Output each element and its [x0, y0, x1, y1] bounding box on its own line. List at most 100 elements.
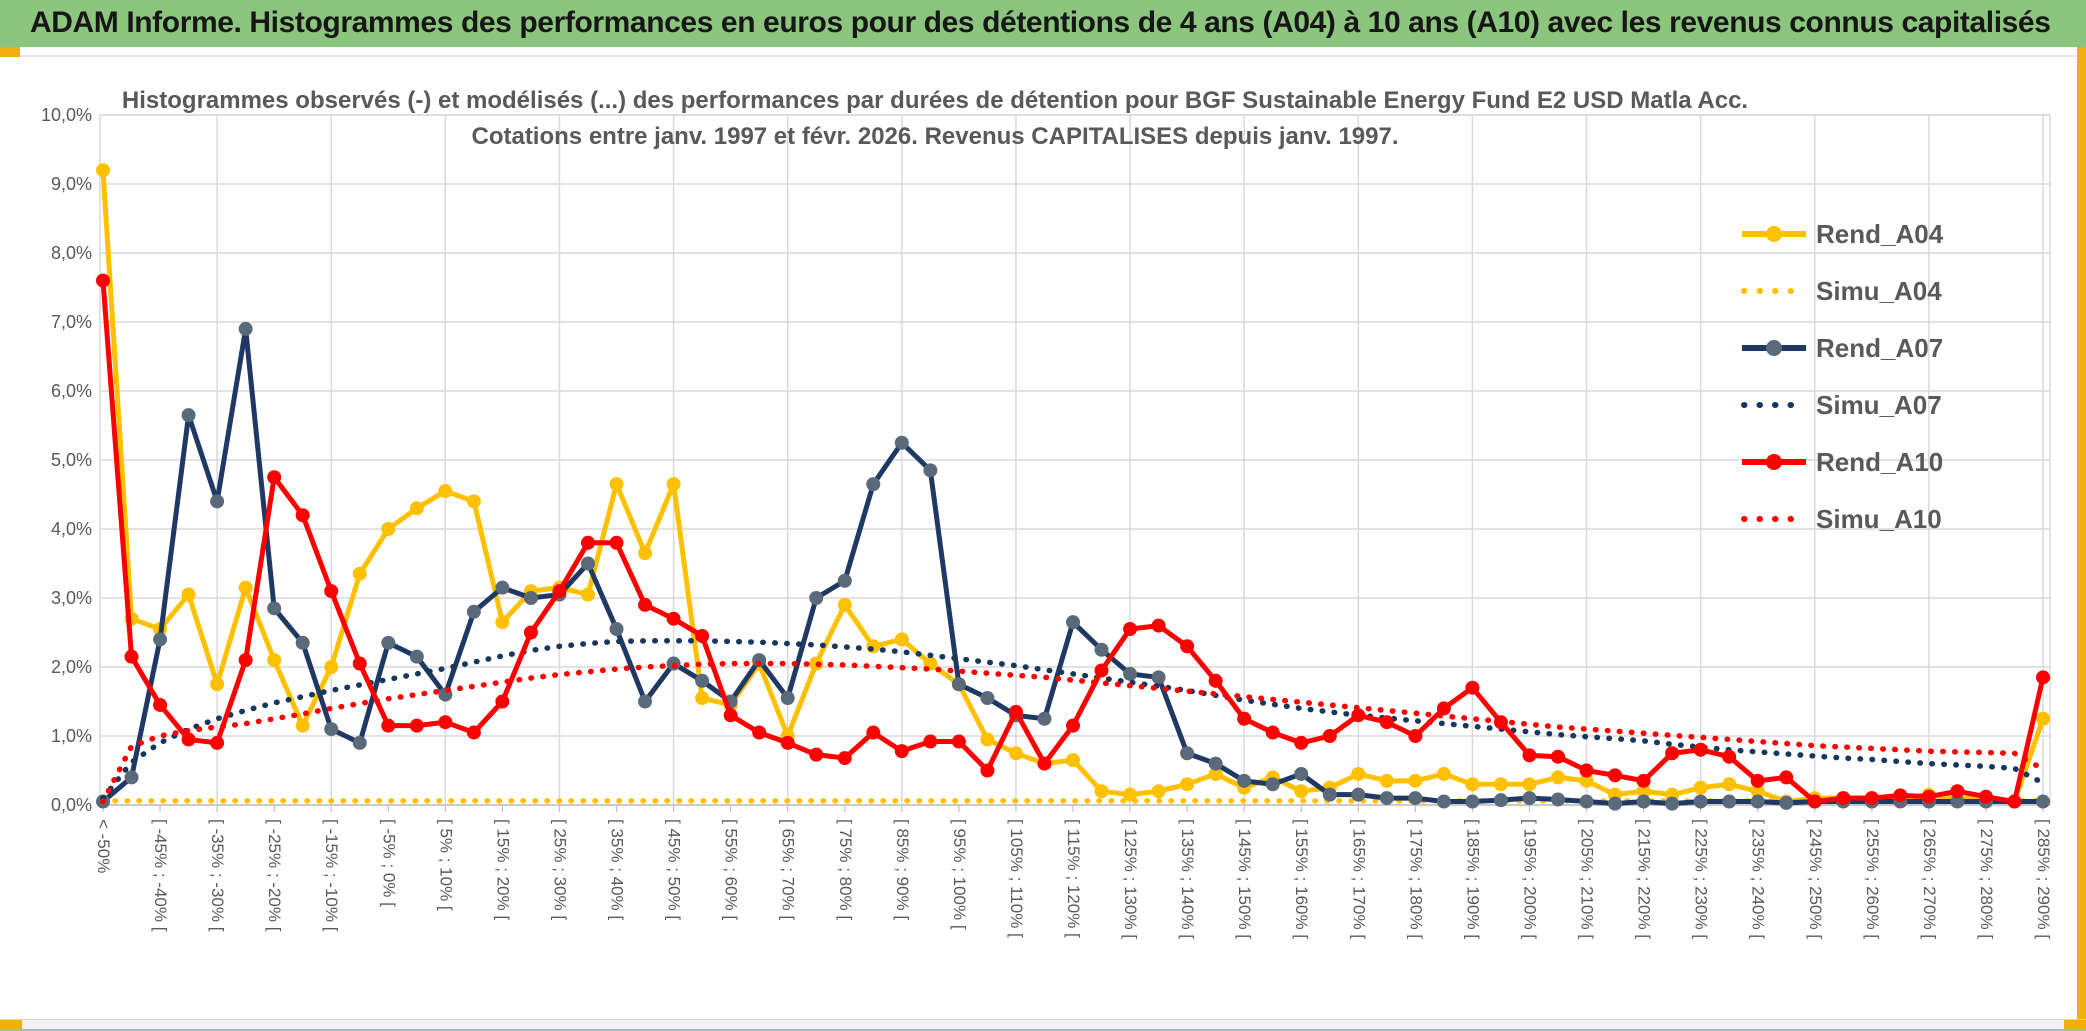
data-point-marker — [1180, 746, 1195, 761]
data-point-marker — [238, 321, 253, 336]
data-point-marker — [1579, 773, 1594, 788]
data-point-marker — [1722, 749, 1737, 764]
data-point-marker — [1037, 711, 1052, 726]
data-point-marker — [723, 708, 738, 723]
data-point-marker — [96, 163, 110, 178]
data-point-marker — [1807, 794, 1822, 809]
data-point-marker — [1436, 701, 1451, 716]
data-point-marker — [1008, 704, 1023, 719]
data-point-marker — [124, 649, 139, 664]
data-point-marker — [523, 591, 538, 605]
x-tick-label: [ 255% ; 260% [ — [1863, 819, 1882, 939]
data-point-marker — [1551, 792, 1565, 807]
data-point-marker — [1750, 794, 1765, 809]
data-point-marker — [295, 635, 310, 650]
data-point-marker — [695, 628, 710, 643]
x-tick-label: [ 235% ; 240% [ — [1749, 819, 1768, 939]
data-point-marker — [2036, 670, 2050, 685]
data-point-marker — [980, 691, 995, 706]
legend: Rend_A04 Simu_A04 Rend_A07 Simu_A07 Rend… — [1741, 219, 1944, 534]
data-point-marker — [466, 494, 481, 509]
data-point-marker — [951, 677, 966, 692]
legend-marker-icon — [1766, 454, 1782, 470]
data-point-marker — [752, 725, 767, 740]
data-point-marker — [438, 484, 453, 499]
scrollbar-right-handle[interactable] — [2064, 1020, 2086, 1030]
x-tick-label: [ 155% ; 160% [ — [1292, 819, 1311, 939]
data-point-marker — [1493, 793, 1508, 808]
data-point-marker — [495, 615, 510, 630]
data-point-marker — [780, 735, 795, 750]
data-point-marker — [1978, 789, 1993, 804]
legend-item-rend-a10: Rend_A10 — [1742, 447, 1943, 477]
data-point-marker — [1750, 784, 1765, 799]
legend-label: Rend_A04 — [1816, 219, 1944, 249]
y-tick-label: 9,0% — [51, 174, 92, 194]
data-point-marker — [495, 580, 510, 595]
data-point-marker — [552, 584, 567, 599]
data-point-marker — [1351, 708, 1366, 723]
x-tick-label: [ 5% ; 10% [ — [436, 819, 455, 911]
data-point-marker — [1379, 773, 1394, 788]
legend-label: Simu_A04 — [1816, 276, 1942, 306]
legend-marker-icon — [1766, 226, 1782, 242]
horizontal-scrollbar[interactable] — [0, 1019, 2086, 1030]
data-point-marker — [1665, 746, 1680, 761]
data-point-marker — [1836, 791, 1851, 806]
data-point-marker — [523, 625, 538, 640]
data-point-marker — [1608, 796, 1623, 811]
data-point-marker — [1665, 796, 1680, 811]
series-dotted-line — [100, 660, 2046, 805]
data-point-marker — [1893, 788, 1908, 803]
x-tick-label: [ -35% ; -30% [ — [208, 819, 227, 932]
data-point-marker — [352, 656, 367, 671]
data-point-marker — [1693, 794, 1708, 809]
x-tick-label: [ 135% ; 140% [ — [1178, 819, 1197, 939]
series-Rend_A10 — [96, 273, 2050, 809]
data-point-marker — [2036, 794, 2050, 809]
data-point-marker — [980, 763, 995, 778]
data-point-marker — [181, 732, 196, 747]
x-tick-label: [ -45% ; -40% [ — [151, 819, 170, 932]
data-point-marker — [324, 660, 339, 674]
data-point-marker — [181, 408, 196, 423]
data-point-marker — [1351, 766, 1366, 781]
data-point-marker — [210, 677, 225, 692]
x-tick-label: [ 225% ; 230% [ — [1692, 819, 1711, 939]
data-point-marker — [1322, 729, 1337, 743]
x-tick-label: [ 215% ; 220% [ — [1635, 819, 1654, 939]
data-point-marker — [1921, 789, 1936, 804]
x-tick-label: [ 245% ; 250% [ — [1806, 819, 1825, 939]
chart-title-line2: Cotations entre janv. 1997 et févr. 2026… — [471, 123, 1398, 150]
data-point-marker — [894, 632, 909, 647]
data-point-marker — [1379, 715, 1394, 730]
y-tick-label: 2,0% — [51, 657, 92, 677]
data-point-marker — [638, 597, 653, 612]
x-tick-label: [ 55% ; 60% [ — [722, 819, 741, 920]
x-tick-label: [ 25% ; 30% [ — [550, 819, 569, 920]
data-point-marker — [324, 584, 339, 599]
data-point-marker — [238, 653, 253, 668]
data-point-marker — [1351, 787, 1366, 802]
window-title: ADAM Informe. Histogrammes des performan… — [30, 6, 2051, 39]
data-point-marker — [1322, 787, 1337, 802]
data-point-marker — [2007, 794, 2022, 809]
data-point-marker — [1408, 773, 1423, 788]
data-point-marker — [1693, 742, 1708, 757]
y-tick-label: 6,0% — [51, 381, 92, 401]
series-Simu_A07 — [100, 638, 2046, 801]
data-point-marker — [1037, 756, 1052, 771]
series-solid-line — [100, 170, 2046, 805]
data-point-marker — [866, 477, 881, 492]
data-point-marker — [1551, 749, 1565, 764]
x-tick-label: [ 15% ; 20% [ — [493, 819, 512, 920]
x-tick-label: [ 105% ; 110% [ — [1007, 819, 1026, 938]
data-point-marker — [638, 694, 653, 709]
data-point-marker — [1608, 768, 1623, 783]
data-point-marker — [1265, 777, 1280, 792]
series-Rend_A07 — [96, 321, 2050, 811]
scrollbar-left-handle[interactable] — [0, 1020, 22, 1030]
x-tick-label: [ 205% ; 210% [ — [1578, 819, 1597, 939]
data-point-marker — [1579, 763, 1594, 778]
data-point-marker — [1579, 794, 1594, 809]
